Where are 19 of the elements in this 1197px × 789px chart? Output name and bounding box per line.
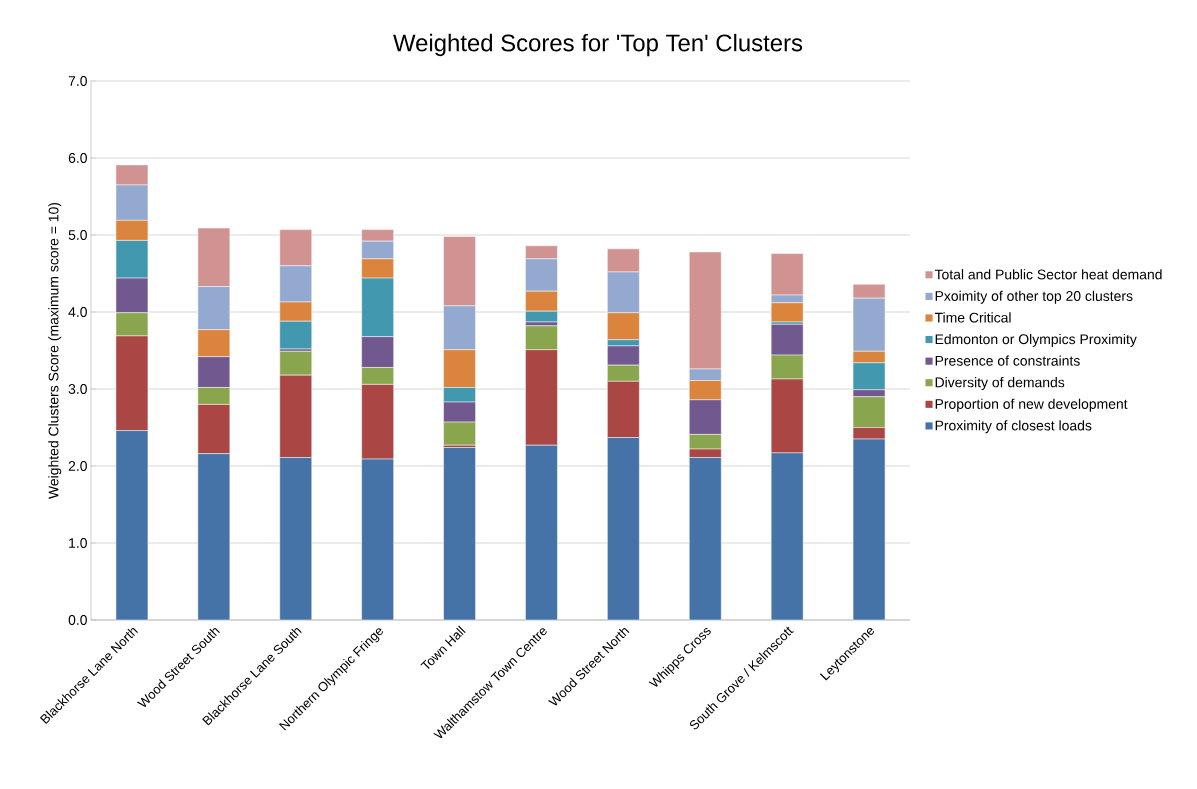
y-tick-label: 3.0 xyxy=(68,384,87,394)
chart-title: Weighted Scores for 'Top Ten' Clusters xyxy=(393,33,803,57)
y-axis-title: Weighted Clusters Score (maximum score = 10) xyxy=(48,202,62,499)
legend-label: Edmonton or Olympics Proximity xyxy=(935,333,1137,347)
legend-label: Diversity of demands xyxy=(935,377,1065,391)
legend-label: Proportion of new development xyxy=(935,398,1128,412)
legend-label: Time Critical xyxy=(934,312,1011,323)
bar xyxy=(443,447,476,621)
legend-label: Total and Public Sector heat demand xyxy=(934,269,1162,280)
y-tick-label: 4.0 xyxy=(68,307,87,317)
y-tick-label: 1.0 xyxy=(69,538,87,548)
y-tick-label: 7.0 xyxy=(68,76,87,86)
y-tick-label: 6.0 xyxy=(68,153,87,163)
y-tick-label: 5.0 xyxy=(68,230,87,240)
legend-label: Pxoimity of other top 20 clusters xyxy=(935,290,1133,304)
legend-label: Presence of constraints xyxy=(935,355,1080,366)
legend-label: Proximity of closest loads xyxy=(935,420,1092,434)
y-tick-label: 2.0 xyxy=(68,461,87,471)
y-tick-label: 0.0 xyxy=(68,615,87,625)
